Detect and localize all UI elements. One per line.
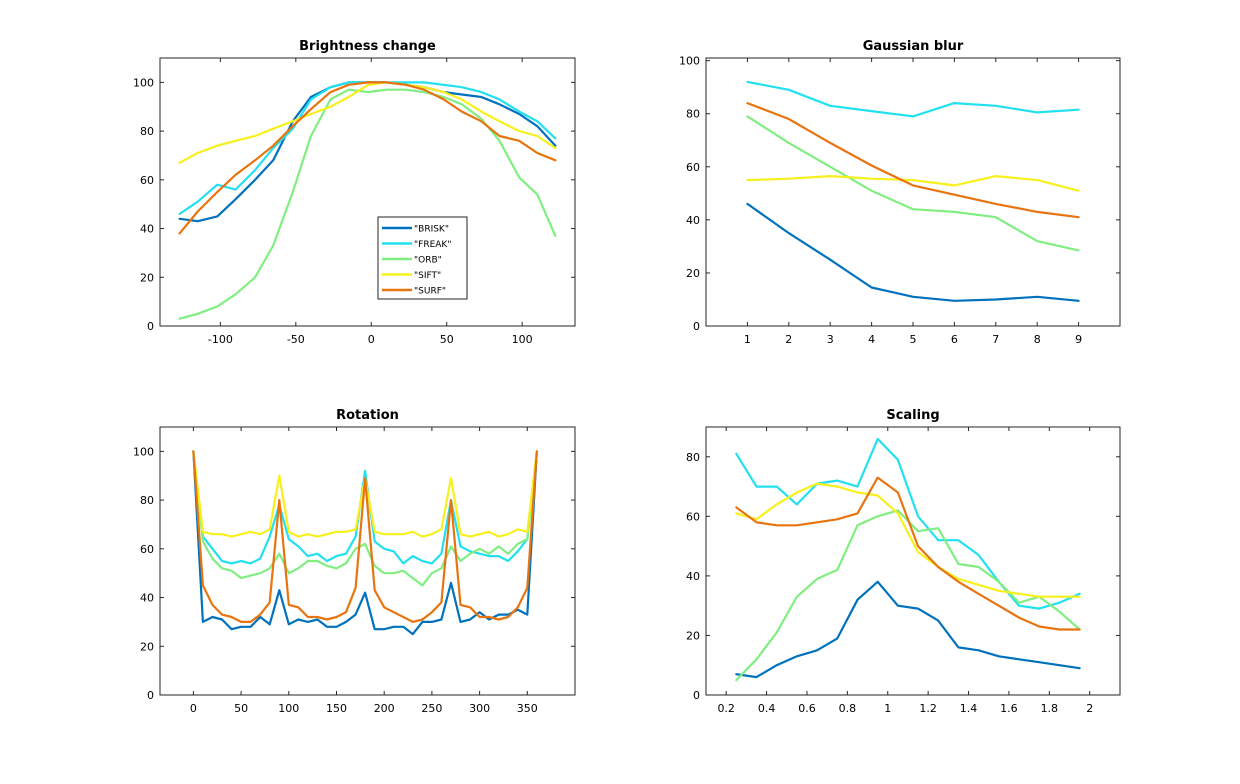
y-tick-label: 40 xyxy=(140,223,154,236)
y-tick-label: 60 xyxy=(140,174,154,187)
x-tick-label: 0.2 xyxy=(717,702,735,715)
y-tick-label: 60 xyxy=(140,543,154,556)
y-tick-label: 80 xyxy=(140,125,154,138)
x-tick-label: 0 xyxy=(368,333,375,346)
legend-label: "ORB" xyxy=(414,256,442,266)
y-tick-label: 40 xyxy=(140,592,154,605)
series-line-freak xyxy=(192,450,538,565)
axes-box xyxy=(705,426,1121,696)
y-tick-label: 40 xyxy=(686,214,700,227)
series-line-surf xyxy=(735,476,1081,631)
y-tick-label: 60 xyxy=(686,161,700,174)
x-tick-label: 50 xyxy=(440,333,454,346)
legend-label: "SIFT" xyxy=(414,271,441,281)
axes-box xyxy=(159,57,576,327)
x-tick-label: -50 xyxy=(287,333,305,346)
x-tick-label: 4 xyxy=(868,333,875,346)
x-tick-label: 100 xyxy=(278,702,299,715)
x-tick-label: 0.4 xyxy=(758,702,776,715)
x-tick-label: 0.6 xyxy=(798,702,816,715)
y-tick-label: 40 xyxy=(686,570,700,583)
y-tick-label: 80 xyxy=(686,451,700,464)
x-tick-label: 1.6 xyxy=(1000,702,1018,715)
y-tick-label: 100 xyxy=(133,76,154,89)
x-tick-label: 5 xyxy=(910,333,917,346)
chart-title: Scaling xyxy=(886,408,939,423)
legend-label: "FREAK" xyxy=(414,240,451,250)
y-tick-label: 20 xyxy=(140,640,154,653)
x-tick-label: 200 xyxy=(374,702,395,715)
series-line-sift xyxy=(746,175,1080,192)
chart-2: Gaussian blur 1 2 3 4 5 6 7 8 9 0 20 40 60 80 100 xyxy=(679,39,1121,346)
series-line-surf xyxy=(746,101,1080,219)
chart-title: Gaussian blur xyxy=(863,39,964,54)
x-tick-label: 2 xyxy=(785,333,792,346)
legend-label: "BRISK" xyxy=(414,225,449,235)
x-tick-label: 0 xyxy=(190,702,197,715)
series-line-brisk xyxy=(746,202,1080,302)
x-tick-label: 7 xyxy=(992,333,999,346)
y-tick-label: 80 xyxy=(140,494,154,507)
x-tick-label: 50 xyxy=(234,702,248,715)
x-tick-label: 1.8 xyxy=(1041,702,1059,715)
y-tick-label: 20 xyxy=(686,267,700,280)
x-tick-label: 150 xyxy=(326,702,347,715)
series-line-brisk xyxy=(192,450,538,636)
x-tick-label: 8 xyxy=(1034,333,1041,346)
x-tick-label: -100 xyxy=(208,333,233,346)
series-line-surf xyxy=(178,81,557,235)
x-tick-label: 1 xyxy=(744,333,751,346)
x-tick-label: 250 xyxy=(421,702,442,715)
y-tick-label: 0 xyxy=(693,320,700,333)
series-line-brisk xyxy=(735,580,1081,679)
chart-title: Brightness change xyxy=(299,39,436,54)
y-tick-label: 100 xyxy=(133,445,154,458)
y-tick-label: 100 xyxy=(679,55,700,68)
x-tick-label: 2 xyxy=(1086,702,1093,715)
x-tick-label: 1 xyxy=(884,702,891,715)
x-tick-label: 6 xyxy=(951,333,958,346)
x-tick-label: 0.8 xyxy=(839,702,857,715)
chart-title: Rotation xyxy=(336,408,399,423)
y-tick-label: 20 xyxy=(140,271,154,284)
x-tick-label: 350 xyxy=(517,702,538,715)
y-tick-label: 0 xyxy=(147,320,154,333)
x-tick-label: 1.2 xyxy=(919,702,937,715)
series-line-orb xyxy=(192,450,538,587)
series-line-orb xyxy=(178,88,557,320)
x-tick-label: 1.4 xyxy=(960,702,978,715)
legend: "BRISK" "FREAK" "ORB" "SIFT" "SURF" xyxy=(377,216,468,300)
y-tick-label: 80 xyxy=(686,108,700,121)
chart-1: Brightness change -100 -50 0 50 100 0 20 40 60 80 1… xyxy=(133,39,576,346)
series-line-sift xyxy=(178,81,557,164)
chart-3: Rotation 0 50 100 150 200 250 300 350 0 20 40 60 80 10… xyxy=(133,408,576,715)
y-tick-label: 20 xyxy=(686,629,700,642)
x-tick-label: 3 xyxy=(827,333,834,346)
x-tick-label: 300 xyxy=(469,702,490,715)
series-line-freak xyxy=(735,437,1081,610)
y-tick-label: 0 xyxy=(147,689,154,702)
y-tick-label: 0 xyxy=(693,689,700,702)
x-tick-label: 9 xyxy=(1075,333,1082,346)
series-line-freak xyxy=(746,80,1080,118)
series-line-orb xyxy=(746,115,1080,252)
y-tick-label: 60 xyxy=(686,510,700,523)
series-line-surf xyxy=(192,450,538,624)
axes-box xyxy=(705,57,1121,327)
series-line-sift xyxy=(735,482,1081,598)
legend-label: "SURF" xyxy=(414,287,446,297)
x-tick-label: 100 xyxy=(512,333,533,346)
